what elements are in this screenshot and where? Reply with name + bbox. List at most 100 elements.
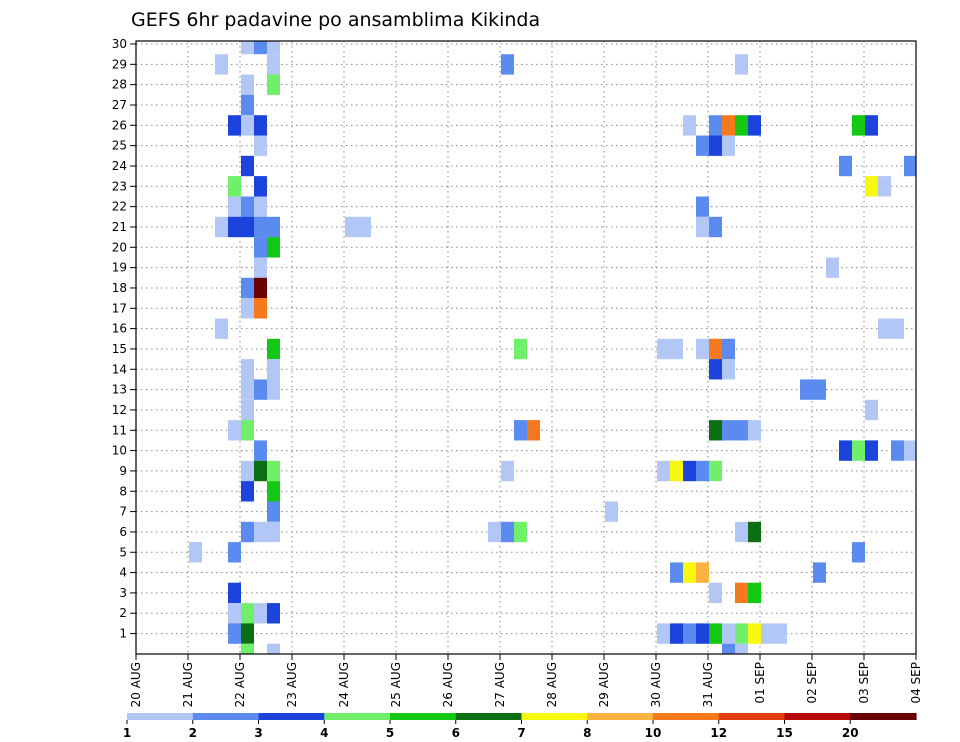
heatmap-cell	[501, 54, 514, 75]
heatmap-cell	[241, 643, 254, 654]
heatmap-cell	[683, 562, 696, 583]
heatmap-cell	[683, 115, 696, 136]
color-legend: 1 2 3 4 5 6 7 8 10 12 15 20	[123, 713, 917, 740]
legend-label: 3	[254, 726, 262, 740]
y-tick-label: 18	[112, 281, 127, 295]
heatmap-cell	[254, 115, 267, 136]
heatmap-cell	[527, 420, 540, 441]
y-tick-label: 25	[112, 139, 127, 153]
heatmap-cell	[189, 542, 202, 563]
heatmap-cell	[709, 216, 722, 238]
heatmap-cell	[254, 603, 267, 624]
heatmap-cell	[241, 41, 254, 55]
heatmap-cell	[267, 481, 280, 502]
heatmap-cell	[241, 298, 254, 319]
y-tick-label: 24	[112, 159, 127, 173]
heatmap-cell	[241, 521, 254, 543]
legend-label: 8	[583, 726, 591, 740]
heatmap-cell	[241, 460, 254, 482]
heatmap-cell	[891, 440, 904, 461]
heatmap-cell	[254, 176, 267, 197]
heatmap-cell	[761, 623, 774, 644]
heatmap-cell	[241, 74, 254, 95]
legend-label: 6	[452, 726, 460, 740]
heatmap-cell	[241, 216, 254, 238]
heatmap-cell	[241, 94, 254, 116]
heatmap-cell	[215, 54, 228, 75]
x-tick-label: 28 AUG	[545, 662, 559, 707]
x-tick-label: 31 AUG	[701, 662, 715, 707]
y-tick-label: 8	[119, 484, 127, 498]
legend-swatch	[192, 713, 260, 720]
heatmap-cell	[241, 155, 254, 177]
heatmap-cell	[722, 623, 735, 644]
heatmap-cell	[735, 623, 748, 644]
heatmap-cell	[254, 237, 267, 258]
legend-label: 5	[386, 726, 394, 740]
heatmap-cell	[696, 562, 709, 583]
x-tick-label: 21 AUG	[181, 662, 195, 707]
y-tick-label: 29	[112, 57, 127, 71]
legend-swatch	[653, 713, 720, 720]
y-axis: 1234567891011121314151617181920212223242…	[112, 37, 136, 641]
heatmap-cell	[241, 277, 254, 299]
heatmap-cell	[228, 603, 241, 624]
heatmap-cell	[488, 521, 501, 543]
y-tick-label: 21	[112, 220, 127, 234]
heatmap-cell	[735, 420, 748, 441]
heatmap-cell	[709, 582, 722, 604]
legend-label: 10	[645, 726, 662, 740]
y-tick-label: 20	[112, 240, 127, 254]
legend-label: 1	[123, 726, 131, 740]
heatmap-cell	[215, 318, 228, 339]
y-tick-label: 22	[112, 200, 127, 214]
heatmap-cell	[657, 623, 670, 644]
y-tick-label: 17	[112, 301, 127, 315]
heatmap-cell	[241, 623, 254, 644]
legend-swatch	[455, 713, 523, 720]
heatmap-cell	[267, 603, 280, 624]
x-tick-label: 02 SEP	[805, 662, 819, 704]
y-tick-label: 19	[112, 261, 127, 275]
heatmap-cell	[735, 115, 748, 136]
heatmap-cell	[813, 562, 826, 583]
y-tick-label: 3	[119, 586, 127, 600]
heatmap-cell	[228, 623, 241, 644]
y-tick-label: 30	[112, 37, 127, 51]
heatmap-cell	[358, 216, 371, 238]
heatmap-cell	[267, 74, 280, 95]
heatmap-cell	[267, 643, 280, 654]
heatmap-cell	[813, 379, 826, 400]
heatmap-cell	[241, 196, 254, 217]
heatmap-cell	[254, 196, 267, 217]
heatmap-cell	[670, 460, 683, 482]
x-axis: 20 AUG 21 AUG 22 AUG 23 AUG 24 AUG 25 AUG 26 A…	[129, 654, 923, 707]
heatmap-cell	[514, 420, 527, 441]
y-tick-label: 5	[119, 545, 127, 559]
heatmap-cell	[904, 155, 916, 177]
heatmap-cell	[670, 562, 683, 583]
heatmap-cell	[709, 420, 722, 441]
heatmap-cell	[501, 521, 514, 543]
y-tick-label: 23	[112, 179, 127, 193]
heatmap-cell	[267, 41, 280, 55]
heatmap-cell	[215, 216, 228, 238]
heatmap-cell	[254, 379, 267, 400]
grid	[136, 41, 916, 654]
legend-swatch	[784, 713, 851, 720]
heatmap-cell	[254, 41, 267, 55]
heatmap-cell	[839, 440, 852, 461]
heatmap-cell	[267, 379, 280, 400]
y-tick-label: 12	[112, 403, 127, 417]
y-tick-label: 9	[119, 464, 127, 478]
heatmap-cell	[228, 582, 241, 604]
y-tick-label: 6	[119, 525, 127, 539]
heatmap-cell	[735, 582, 748, 604]
plot-frame	[135, 40, 917, 655]
legend-swatch	[718, 713, 786, 720]
x-tick-label: 22 AUG	[233, 662, 247, 707]
heatmap-cell	[683, 460, 696, 482]
heatmap-cell	[657, 338, 670, 360]
heatmap-cell	[865, 115, 878, 136]
heatmap-cell	[696, 338, 709, 360]
